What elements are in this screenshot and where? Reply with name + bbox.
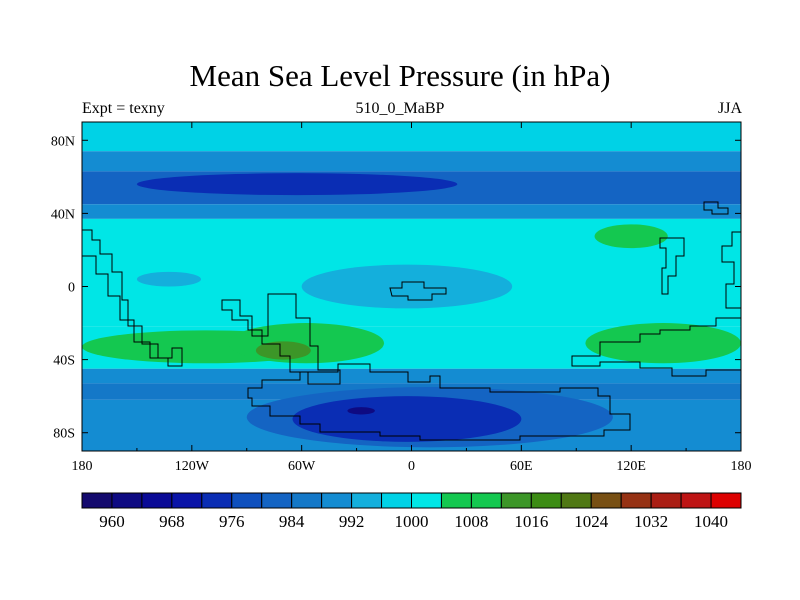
colorbar-swatch	[141, 492, 173, 509]
colorbar-swatch	[291, 492, 323, 509]
colorbar-label: 976	[219, 512, 245, 531]
colorbar-swatch	[590, 492, 622, 509]
north-pacific-low	[136, 173, 458, 196]
x-tick-label: 0	[408, 459, 415, 474]
x-tick-label: 180	[72, 459, 93, 474]
x-tick-label: 120E	[616, 459, 646, 474]
colorbar-label: 1000	[395, 512, 429, 531]
y-tick-label: 80S	[53, 427, 75, 442]
colorbar-label: 1008	[454, 512, 488, 531]
colorbar-label: 968	[159, 512, 185, 531]
experiment-label: Expt = texny	[82, 100, 165, 117]
colorbar-swatch	[560, 492, 592, 509]
colorbar-swatch	[500, 492, 532, 509]
colorbar-label: 960	[99, 512, 125, 531]
chart-title: Mean Sea Level Pressure (in hPa)	[189, 58, 611, 93]
x-tick-label: 120W	[175, 459, 210, 474]
colorbar-label: 1040	[694, 512, 728, 531]
run-label: 510_0_MaBP	[355, 100, 445, 117]
colorbar-swatch	[440, 492, 472, 509]
colorbar-swatch	[111, 492, 143, 509]
colorbar-swatch	[381, 492, 412, 509]
colorbar-swatch	[710, 492, 742, 509]
colorbar-swatch	[171, 492, 203, 509]
colorbar-swatch	[650, 492, 682, 509]
coastline-south-america	[221, 293, 341, 385]
asian-high	[594, 224, 668, 249]
coastline-west-pacific	[82, 229, 183, 367]
pressure-field	[82, 122, 741, 451]
x-axis: 180 120W 60W 0 60E 120E 180	[72, 122, 752, 474]
pacific-east-low	[136, 271, 201, 287]
x-tick-label: 60E	[510, 459, 533, 474]
colorbar-swatch	[470, 492, 502, 509]
colorbar-label: 1024	[574, 512, 609, 531]
colorbar-swatch	[530, 492, 562, 509]
colorbar-swatch	[680, 492, 712, 509]
y-tick-label: 40S	[53, 354, 75, 369]
south-american-high-core	[255, 341, 311, 360]
pressure-band-1	[82, 151, 741, 172]
colorbar-swatch	[231, 492, 263, 509]
colorbar-label: 992	[339, 512, 365, 531]
colorbar-swatch	[321, 492, 353, 509]
colorbar-swatch	[620, 492, 652, 509]
indian-ocean-high	[585, 323, 741, 364]
colorbar-label: 1016	[514, 512, 548, 531]
coastline-maritime-continent	[389, 281, 447, 301]
colorbar: 960 968 976 984 992 1000 1008 1016 1024 1032 1040	[81, 492, 742, 531]
x-tick-label: 180	[731, 459, 752, 474]
y-tick-label: 0	[68, 281, 75, 296]
season-label: JJA	[717, 100, 742, 117]
coastline-pacific-rim	[721, 231, 741, 309]
y-axis: 80N 40N 0 40S 80S	[51, 134, 741, 442]
pressure-band-3	[82, 204, 741, 219]
coastline-east-asia	[659, 237, 685, 295]
colorbar-swatch	[261, 492, 293, 509]
antarctic-min	[347, 407, 375, 415]
pressure-band-6	[82, 368, 741, 384]
colorbar-swatch	[351, 492, 383, 509]
coastline-north-east	[703, 201, 729, 215]
colorbar-label: 984	[279, 512, 305, 531]
colorbar-swatch	[81, 492, 113, 509]
x-tick-label: 60W	[288, 459, 316, 474]
colorbar-swatch	[201, 492, 233, 509]
y-tick-label: 40N	[51, 207, 75, 222]
antarctic-low-core	[292, 396, 522, 442]
y-tick-label: 80N	[51, 134, 75, 149]
coastlines	[82, 201, 741, 441]
equatorial-low	[301, 264, 513, 309]
colorbar-swatch	[411, 492, 442, 509]
coastline-antarctica	[247, 363, 631, 441]
colorbar-label: 1032	[634, 512, 668, 531]
coastline-australia	[571, 317, 741, 377]
